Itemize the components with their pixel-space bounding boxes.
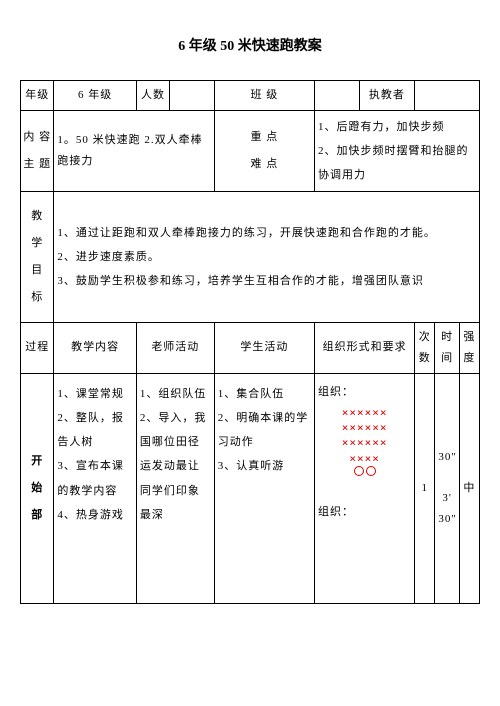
col-teach-content: 教学内容: [54, 323, 136, 374]
content-theme-value: 1。50 米快速跑 2.双人牵棒跑接力: [54, 110, 214, 192]
col-process: 过程: [21, 323, 54, 374]
objectives-label: 教 学 目 标: [21, 192, 54, 323]
process-start: 开 始 部: [21, 373, 54, 603]
org-label-bottom: 组织：: [318, 502, 411, 523]
count-value: 1: [415, 373, 435, 603]
student-activity: 1、集合队伍 2、明确本课的学习动作 3、认真听游: [214, 373, 314, 603]
intensity-value: 中: [459, 373, 479, 603]
lesson-plan-table: 年级 6 年级 人数 班 级 执教者 内 容 主 题 1。50 米快速跑 2.双…: [20, 80, 480, 604]
organization: 组织： ×××××× ×××××× ×××××× ×××× 组织：: [315, 373, 415, 603]
formation-diagram: ×××××× ×××××× ×××××× ××××: [318, 403, 411, 484]
hdr-count-value: [170, 81, 215, 111]
col-student-act: 学生活动: [214, 323, 314, 374]
col-count: 次数: [415, 323, 435, 374]
col-time: 时间: [435, 323, 460, 374]
teacher-activity: 1、组织队伍 2、导入，我国哪位田径运发动最让同学们印象最深: [136, 373, 214, 603]
keypoint-value: 1、后蹬有力，加快步频 2、加快步频时摆臂和抬腿的协调用力: [315, 110, 480, 192]
hdr-class-value: [315, 81, 360, 111]
hdr-teacher-label: 执教者: [359, 81, 415, 111]
teach-content: 1、课堂常规 2、整队，报告人树 3、宣布本课的教学内容 4、热身游戏: [54, 373, 136, 603]
col-teacher-act: 老师活动: [136, 323, 214, 374]
hdr-count-label: 人数: [136, 81, 169, 111]
hdr-teacher-value: [415, 81, 480, 111]
content-theme-label: 内 容 主 题: [21, 110, 54, 192]
hdr-grade-value: 6 年级: [54, 81, 136, 111]
hdr-class-label: 班 级: [214, 81, 314, 111]
keypoint-label: 重 点 难 点: [214, 110, 314, 192]
page-title: 6 年级 50 米快速跑教案: [20, 35, 480, 55]
col-intensity: 强度: [459, 323, 479, 374]
col-org: 组织形式和要求: [315, 323, 415, 374]
objectives-value: 1、通过让距跑和双人牵棒跑接力的练习，开展快速跑和合作跑的才能。 2、进步速度素…: [54, 192, 480, 323]
org-label-top: 组织：: [318, 382, 411, 403]
hdr-grade-label: 年级: [21, 81, 54, 111]
time-value: 30" 3' 30": [435, 373, 460, 603]
